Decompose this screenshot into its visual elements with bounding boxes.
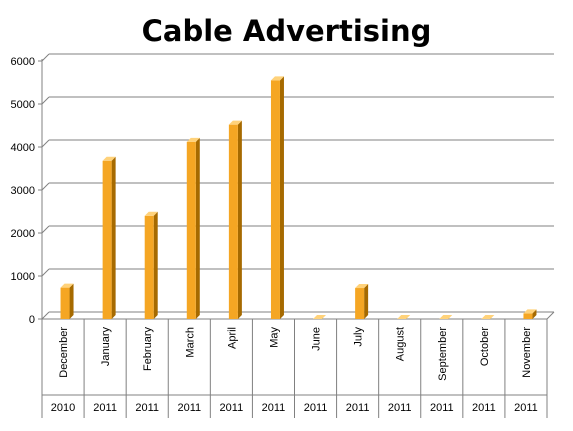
bar-side [364, 284, 369, 319]
bar [355, 288, 365, 319]
bar [186, 141, 196, 319]
bar-side [69, 283, 74, 319]
bar-top [102, 156, 116, 161]
y-tick-label: 4000 [11, 142, 35, 154]
bar-top [186, 137, 200, 142]
x-tick-label-month: August [395, 327, 407, 361]
bar-top [439, 315, 453, 319]
x-tick-label-year: 2011 [472, 402, 496, 414]
gridline-diagonal [41, 96, 50, 105]
bar [523, 313, 533, 319]
y-tick-label: 5000 [11, 99, 35, 111]
x-tick-label-year: 2011 [514, 402, 538, 414]
x-tick-label-month: May [268, 327, 280, 348]
x-tick-label-year: 2011 [177, 402, 201, 414]
y-tick-label: 2000 [11, 228, 35, 240]
y-tick-label: 1000 [11, 271, 35, 283]
bar-side [532, 309, 537, 319]
gridline-diagonal [41, 268, 50, 277]
bar-top [228, 120, 242, 125]
bar-top [523, 309, 537, 314]
x-tick-label-year: 2011 [220, 402, 244, 414]
gridline-diagonal [41, 182, 50, 191]
x-tick-label-month: March [184, 327, 196, 358]
bar-side [237, 120, 242, 319]
bar [102, 160, 112, 319]
x-tick-label-year: 2011 [135, 402, 159, 414]
y-tick-label: 3000 [11, 185, 35, 197]
x-tick-label-month: October [479, 327, 491, 366]
y-tick-label: 0 [29, 314, 35, 326]
bar-side [195, 137, 200, 319]
bar-top [144, 211, 158, 216]
x-tick-label-year: 2011 [346, 402, 370, 414]
bar-top [60, 283, 74, 288]
bar [144, 215, 154, 319]
bar-top [270, 76, 284, 81]
gridline-diagonal [41, 225, 50, 234]
x-tick-label-year: 2011 [93, 402, 117, 414]
x-tick-label-month: January [100, 327, 112, 367]
bar-side [153, 211, 158, 319]
x-tick-label-month: July [353, 327, 365, 347]
bar [228, 124, 238, 319]
bar [60, 287, 70, 319]
x-tick-label-month: April [226, 327, 238, 349]
x-tick-label-month: December [58, 327, 70, 378]
chart-title: Cable Advertising [141, 14, 432, 48]
gridline-diagonal [41, 139, 50, 148]
x-tick-label-month: February [142, 327, 154, 372]
bar [270, 80, 280, 319]
x-tick-label-month: November [521, 327, 533, 378]
gridline-diagonal [41, 311, 50, 320]
bar-top [481, 315, 495, 319]
x-tick-label-year: 2011 [430, 402, 454, 414]
x-tick-label-year: 2011 [262, 402, 286, 414]
gridline-diagonal [41, 53, 50, 62]
x-axis-floor-edge [546, 311, 555, 320]
bar-top [355, 284, 369, 289]
x-tick-label-month: June [311, 327, 323, 351]
bar-side [279, 76, 284, 319]
y-tick-label: 6000 [11, 56, 35, 68]
bar-side [111, 156, 116, 319]
bar-top [397, 315, 411, 319]
x-tick-label-year: 2011 [388, 402, 412, 414]
bar-top [313, 315, 327, 319]
x-tick-label-month: September [437, 327, 449, 381]
x-tick-label-year: 2010 [51, 402, 75, 414]
x-tick-label-year: 2011 [304, 402, 328, 414]
